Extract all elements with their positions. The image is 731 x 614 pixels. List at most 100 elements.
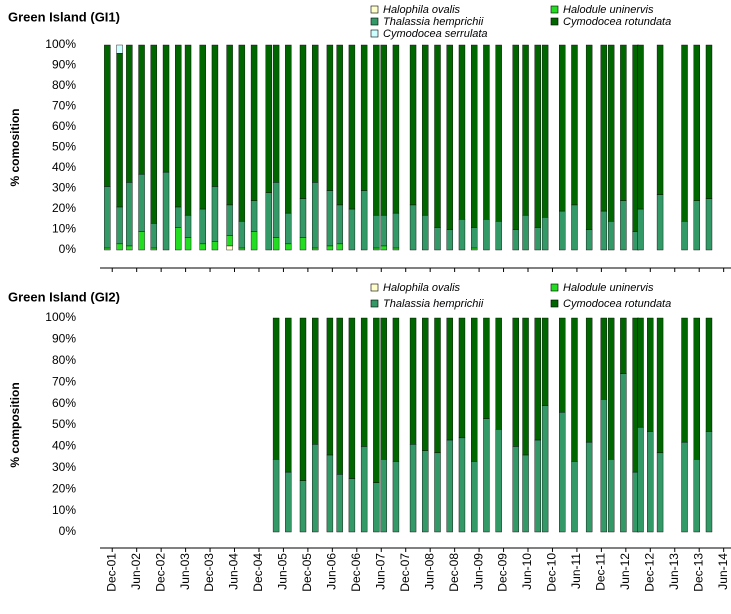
bar — [184, 44, 192, 216]
bar — [422, 214, 429, 251]
x-tick-label: Dec-13 — [691, 553, 705, 592]
bar — [495, 317, 502, 430]
bar — [104, 44, 111, 187]
bar — [434, 452, 441, 533]
bar — [483, 317, 490, 419]
bar — [693, 317, 700, 460]
x-tick-label: Dec-11 — [594, 553, 608, 591]
x-tick-label: Jun-12 — [618, 553, 632, 590]
bar — [483, 44, 490, 220]
bar — [380, 245, 387, 251]
x-tick-label: Dec-07 — [398, 553, 412, 592]
x-tick-label: Jun-06 — [325, 553, 339, 590]
y-axis-label: % composition — [8, 382, 22, 467]
bar — [380, 317, 387, 460]
bar — [150, 44, 158, 224]
bar — [162, 44, 170, 173]
bar — [600, 44, 608, 212]
bar — [681, 221, 688, 251]
bar — [705, 198, 713, 251]
bar — [373, 214, 380, 249]
bar — [138, 231, 145, 251]
bar — [199, 208, 206, 245]
bar — [637, 426, 644, 533]
bar — [175, 206, 182, 228]
bar — [470, 44, 478, 228]
bar — [600, 399, 608, 533]
legend-label: Halodule uninervis — [563, 4, 654, 16]
bar — [285, 317, 292, 473]
bar — [272, 44, 280, 183]
legend-label: Thalassia hemprichii — [383, 298, 484, 310]
bar — [600, 317, 608, 400]
legend-swatch — [370, 283, 379, 292]
bar — [312, 44, 319, 183]
bar — [571, 461, 578, 533]
bar — [150, 223, 158, 249]
bar — [512, 446, 519, 533]
bar — [585, 441, 593, 533]
bar — [446, 44, 453, 230]
bar — [104, 247, 111, 251]
bar — [250, 231, 258, 251]
bar — [104, 186, 111, 249]
y-tick-label: 40% — [52, 160, 76, 174]
y-tick-label: 0% — [59, 524, 77, 538]
bar — [116, 44, 123, 54]
bar — [559, 317, 566, 413]
bar — [522, 317, 529, 456]
x-tick-label: Dec-12 — [642, 553, 656, 592]
bar — [285, 471, 292, 533]
x-tick-label: Jun-09 — [471, 553, 485, 590]
bar — [585, 317, 593, 443]
x-tick-label: Dec-05 — [300, 553, 314, 592]
y-tick-label: 10% — [52, 222, 76, 236]
bar — [446, 229, 453, 251]
bar — [534, 44, 541, 228]
bar — [458, 219, 466, 251]
x-tick-label: Jun-02 — [129, 553, 143, 590]
bar — [409, 317, 417, 445]
bar — [116, 206, 123, 245]
bar — [226, 44, 233, 206]
bar — [199, 243, 206, 251]
bar — [272, 237, 280, 251]
bar — [446, 439, 453, 533]
bar — [126, 245, 133, 251]
bar — [470, 461, 478, 533]
bar — [607, 317, 615, 460]
y-tick-label: 50% — [52, 140, 76, 154]
bar — [470, 227, 478, 249]
bar — [637, 317, 644, 428]
bar — [238, 44, 246, 222]
bar — [522, 454, 529, 533]
bar — [434, 317, 441, 454]
legend-swatch — [550, 299, 559, 308]
bar — [299, 480, 307, 533]
y-tick-label: 20% — [52, 201, 76, 215]
bar — [495, 44, 502, 222]
bar — [392, 212, 400, 249]
bar — [299, 317, 307, 481]
x-tick-label: Jun-07 — [373, 553, 387, 590]
bar — [348, 208, 356, 251]
bar — [360, 446, 368, 533]
bar — [373, 247, 380, 251]
bar — [211, 186, 219, 242]
bar — [512, 317, 519, 447]
bar — [422, 44, 429, 216]
legend-label: Cymodocea serrulata — [383, 28, 488, 40]
bar — [326, 44, 334, 191]
bar — [647, 431, 654, 533]
bar — [656, 194, 664, 251]
bar — [434, 227, 441, 251]
y-tick-label: 100% — [45, 37, 76, 51]
bar — [681, 44, 688, 222]
legend-label: Cymodocea rotundata — [563, 16, 671, 28]
bar — [693, 459, 700, 533]
bar — [392, 461, 400, 533]
y-tick-label: 80% — [52, 353, 76, 367]
bar — [348, 478, 356, 533]
bar — [512, 229, 519, 251]
bar — [483, 219, 490, 251]
